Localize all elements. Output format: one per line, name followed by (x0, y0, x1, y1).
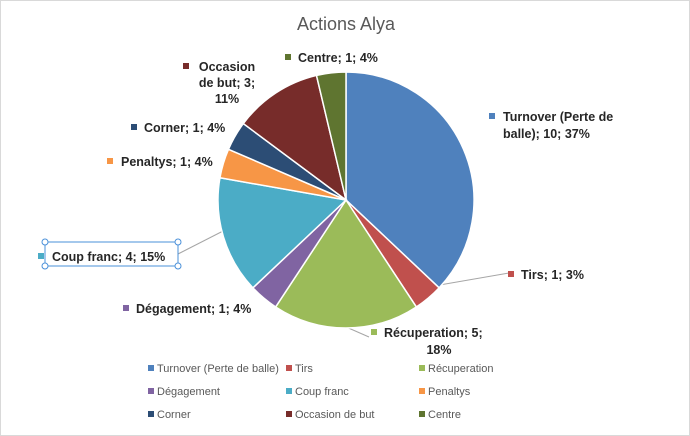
legend-swatch (286, 411, 292, 417)
legend-swatch (148, 365, 154, 371)
legend: Turnover (Perte de balle) Tirs Récuperatio… (148, 363, 493, 421)
data-label-recuperation[interactable]: Récuperation; 5; 18% (371, 326, 483, 357)
data-label-marker (489, 113, 495, 119)
data-label-marker (38, 253, 44, 259)
legend-swatch (286, 365, 292, 371)
legend-item-turnover-perte-de-balle[interactable]: Turnover (Perte de balle) (148, 363, 279, 375)
legend-label: Coup franc (295, 386, 349, 398)
data-label-marker (371, 329, 377, 335)
data-label-degagement[interactable]: Dégagement; 1; 4% (123, 302, 251, 316)
data-label-text: Récuperation; 5; (384, 326, 483, 340)
data-label-text: Corner; 1; 4% (144, 121, 225, 135)
legend-label: Centre (428, 409, 461, 421)
selected-label-frame[interactable] (41, 238, 182, 270)
pie-slice-occasion-de-but[interactable] (242, 74, 348, 202)
legend-swatch (419, 388, 425, 394)
data-label-marker (508, 271, 514, 277)
legend-label: Occasion de but (295, 409, 375, 421)
data-label-marker (123, 305, 129, 311)
legend-label: Récuperation (428, 363, 493, 375)
data-label-coup-franc[interactable]: Coup franc; 4; 15% (38, 250, 165, 264)
data-label-text: 11% (215, 92, 239, 106)
resize-handle[interactable] (174, 238, 182, 246)
data-label-centre[interactable]: Centre; 1; 4% (285, 51, 378, 65)
data-label-text: Coup franc; 4; 15% (52, 250, 165, 264)
data-label-text: Dégagement; 1; 4% (136, 302, 251, 316)
legend-item-coup-franc[interactable]: Coup franc (286, 386, 349, 398)
data-label-text: Penaltys; 1; 4% (121, 155, 213, 169)
legend-item-centre[interactable]: Centre (419, 409, 461, 421)
legend-item-degagement[interactable]: Dégagement (148, 386, 220, 398)
legend-label: Penaltys (428, 386, 471, 398)
data-label-text: balle); 10; 37% (503, 127, 590, 141)
pie-slice-turnover-perte-de-balle[interactable] (345, 71, 475, 289)
legend-swatch (419, 365, 425, 371)
data-label-text: Tirs; 1; 3% (521, 268, 584, 282)
data-label-marker (183, 63, 189, 69)
data-label-text: Occasion (199, 60, 255, 74)
resize-handle[interactable] (41, 238, 49, 246)
data-label-text: Centre; 1; 4% (298, 51, 378, 65)
legend-label: Corner (157, 409, 191, 421)
pie-slice-recuperation[interactable] (274, 198, 418, 329)
legend-item-occasion-de-but[interactable]: Occasion de but (286, 409, 375, 421)
resize-handle[interactable] (174, 262, 182, 270)
legend-item-penaltys[interactable]: Penaltys (419, 386, 471, 398)
legend-item-tirs[interactable]: Tirs (286, 363, 313, 375)
legend-label: Dégagement (157, 386, 220, 398)
leader-line-coup-franc (177, 228, 228, 255)
data-label-marker (107, 158, 113, 164)
legend-swatch (286, 388, 292, 394)
data-label-text: Turnover (Perte de (503, 110, 613, 124)
data-labels: Turnover (Perte de balle); 10; 37% Tirs; 1… (38, 51, 613, 357)
chart-title: Actions Alya (297, 14, 396, 34)
data-label-turnover-perte-de-balle[interactable]: Turnover (Perte de balle); 10; 37% (489, 110, 613, 141)
legend-swatch (419, 411, 425, 417)
data-label-marker (131, 124, 137, 130)
legend-swatch (148, 388, 154, 394)
data-label-text: 18% (426, 343, 451, 357)
legend-label: Tirs (295, 363, 313, 375)
legend-label: Turnover (Perte de balle) (157, 363, 279, 375)
data-label-penaltys[interactable]: Penaltys; 1; 4% (107, 155, 213, 169)
legend-item-corner[interactable]: Corner (148, 409, 191, 421)
data-label-text: de but; 3; (199, 76, 255, 90)
legend-swatch (148, 411, 154, 417)
pie-slice-centre[interactable] (315, 71, 347, 201)
data-label-marker (285, 54, 291, 60)
resize-handle[interactable] (41, 262, 49, 270)
data-label-tirs[interactable]: Tirs; 1; 3% (508, 268, 584, 282)
pie-slice-coup-franc[interactable] (217, 176, 348, 289)
data-label-occasion-de-but[interactable]: Occasion de but; 3; 11% (183, 60, 255, 106)
data-label-corner[interactable]: Corner; 1; 4% (131, 121, 225, 135)
pie-slices (217, 71, 475, 329)
legend-item-recuperation[interactable]: Récuperation (419, 363, 493, 375)
